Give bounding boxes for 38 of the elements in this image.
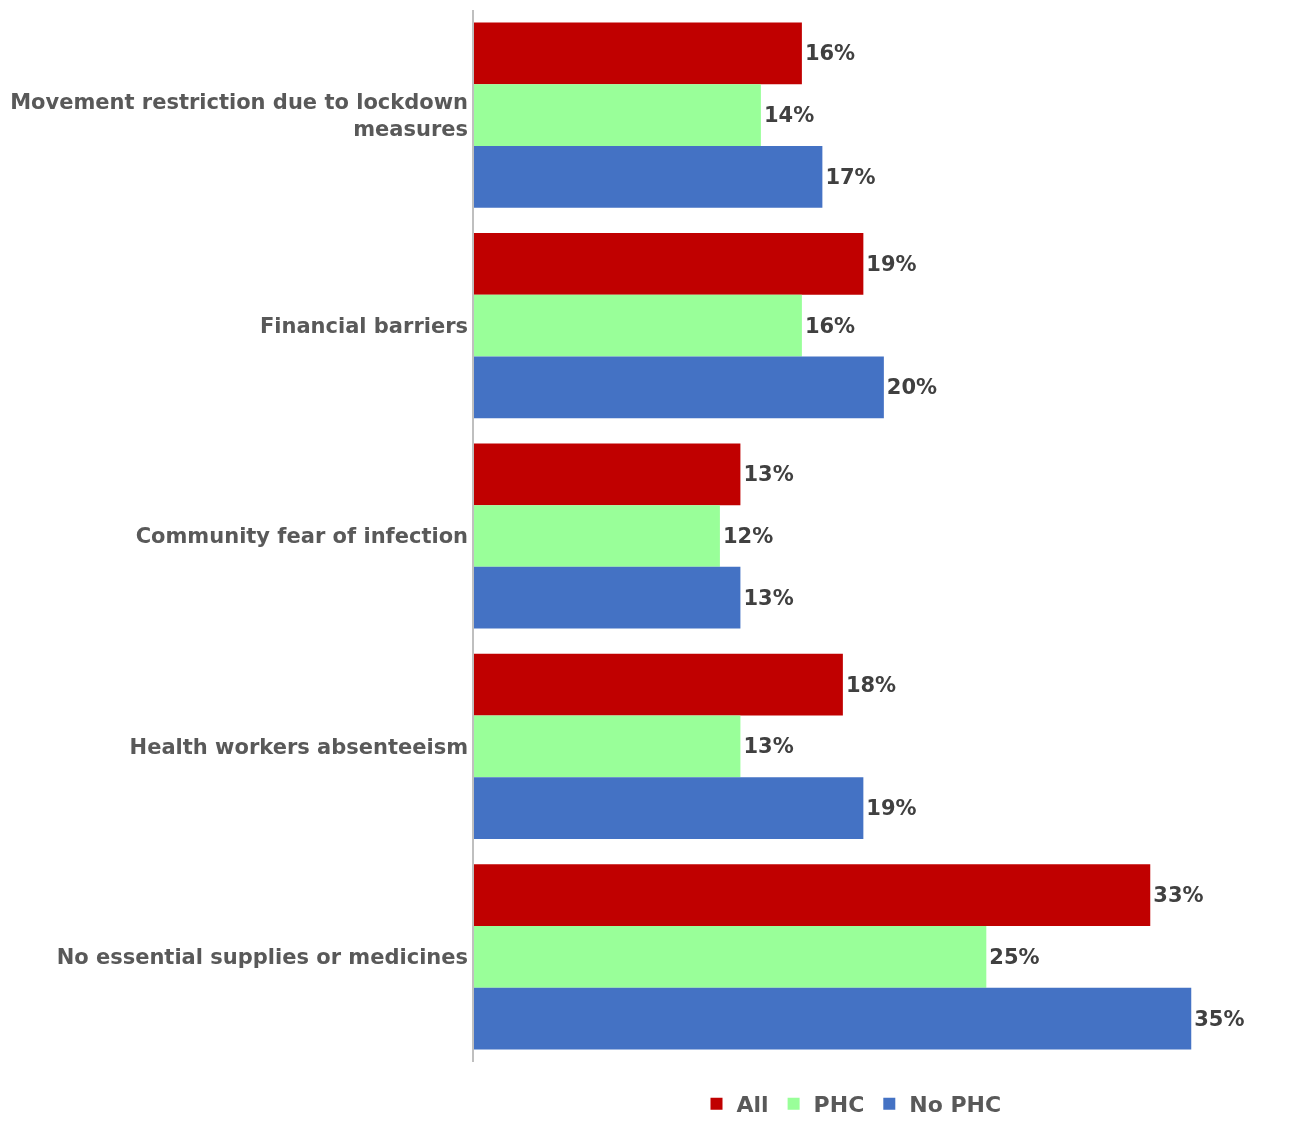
bar <box>474 233 864 295</box>
data-label: 18% <box>845 672 897 697</box>
data-label: 13% <box>743 585 794 610</box>
bar <box>474 356 884 419</box>
y-tick-label: No essential supplies or medicines <box>56 945 469 970</box>
legend-label: PHC <box>813 1092 865 1118</box>
y-tick-label: Financial barriers <box>259 313 469 338</box>
bar <box>474 925 987 988</box>
bar <box>474 146 823 208</box>
data-label: 19% <box>866 796 917 821</box>
data-label: 19% <box>866 251 917 276</box>
legend-label: No PHC <box>909 1092 1002 1118</box>
data-label: 17% <box>825 164 876 189</box>
bar <box>474 294 802 357</box>
data-label: 16% <box>804 313 856 338</box>
bar <box>474 84 761 147</box>
bar <box>474 653 843 716</box>
y-tick-label: Community fear of infection <box>135 524 469 549</box>
data-label: 35% <box>1194 1006 1245 1031</box>
legend-label: All <box>736 1092 769 1118</box>
y-tick-label: Movement restriction due to lockdown measures <box>10 89 469 142</box>
bar <box>474 22 802 85</box>
bar <box>474 505 720 567</box>
data-label: 16% <box>804 41 856 66</box>
data-label: 12% <box>722 524 774 548</box>
bar <box>474 864 1151 926</box>
data-label: 13% <box>743 734 794 759</box>
bar <box>474 443 741 506</box>
bar <box>474 987 1192 1050</box>
data-label: 20% <box>886 375 938 400</box>
data-label: 33% <box>1153 883 1204 908</box>
bar <box>474 715 741 778</box>
data-label: 25% <box>989 944 1040 969</box>
bar <box>474 777 864 839</box>
data-label: 14% <box>763 103 815 128</box>
y-tick-label: Health workers absenteeism <box>129 734 469 759</box>
bar <box>474 566 741 629</box>
data-label: 13% <box>743 462 794 487</box>
